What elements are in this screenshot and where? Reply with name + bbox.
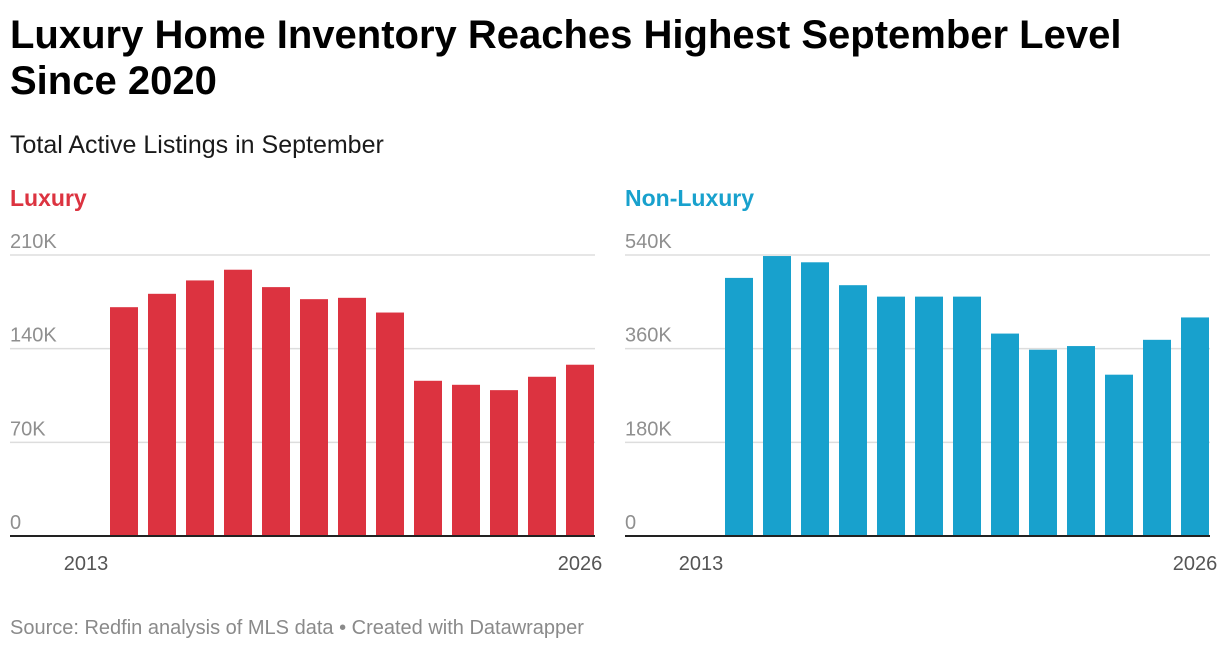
nonluxury-bar-2014 xyxy=(725,277,753,536)
nonluxury-bar-2018 xyxy=(877,296,905,536)
nonluxury-bar-2023 xyxy=(1067,346,1095,536)
luxury-panel-title: Luxury xyxy=(10,185,87,211)
nonluxury-y-tick-label: 180K xyxy=(625,418,672,440)
nonluxury-bar-2020 xyxy=(953,296,981,536)
luxury-bar-2025 xyxy=(528,376,556,536)
nonluxury-x-tick-label: 2026 xyxy=(1173,553,1218,575)
luxury-y-tick-label: 140K xyxy=(10,325,57,347)
nonluxury-y-tick-label: 360K xyxy=(625,325,672,347)
source-note: Source: Redfin analysis of MLS data • Cr… xyxy=(10,617,584,639)
nonluxury-y-tick-label: 0 xyxy=(625,512,636,534)
luxury-bar-chart: 0 70K 140K 210K 2013 2026 xyxy=(10,231,603,575)
nonluxury-bar-2025 xyxy=(1143,339,1171,536)
luxury-bar-2015 xyxy=(148,293,176,536)
nonluxury-x-tick-label: 2013 xyxy=(679,553,724,575)
luxury-bar-2023 xyxy=(452,384,480,536)
nonluxury-bar-2015 xyxy=(763,256,791,536)
nonluxury-bar-2019 xyxy=(915,296,943,536)
luxury-bar-2020 xyxy=(338,297,366,536)
nonluxury-bar-2024 xyxy=(1105,374,1133,536)
luxury-x-tick-label: 2013 xyxy=(64,553,109,575)
nonluxury-bar-2026 xyxy=(1181,317,1209,536)
chart-title: Luxury Home Inventory Reaches Highest Se… xyxy=(10,13,1122,103)
nonluxury-bar-chart: 0 180K 360K 540K 2013 2026 xyxy=(625,231,1218,575)
nonluxury-bar-2017 xyxy=(839,285,867,536)
chart-subtitle: Total Active Listings in September xyxy=(10,131,384,159)
luxury-bar-2014 xyxy=(110,307,138,536)
nonluxury-bar-2022 xyxy=(1029,349,1057,536)
luxury-x-tick-label: 2026 xyxy=(558,553,603,575)
luxury-bar-2016 xyxy=(186,280,214,536)
luxury-y-tick-label: 70K xyxy=(10,418,46,440)
luxury-bar-2024 xyxy=(490,390,518,536)
nonluxury-bar-2021 xyxy=(991,333,1019,536)
nonluxury-bar-2016 xyxy=(801,262,829,536)
luxury-bar-2017 xyxy=(224,269,252,536)
luxury-y-tick-label: 210K xyxy=(10,231,57,253)
nonluxury-panel-title: Non-Luxury xyxy=(625,185,755,211)
luxury-bar-2026 xyxy=(566,364,594,536)
luxury-bar-2021 xyxy=(376,312,404,536)
nonluxury-y-tick-label: 540K xyxy=(625,231,672,253)
luxury-bar-2018 xyxy=(262,287,290,536)
luxury-bar-2022 xyxy=(414,380,442,536)
luxury-bar-2019 xyxy=(300,299,328,536)
luxury-y-tick-label: 0 xyxy=(10,512,21,534)
